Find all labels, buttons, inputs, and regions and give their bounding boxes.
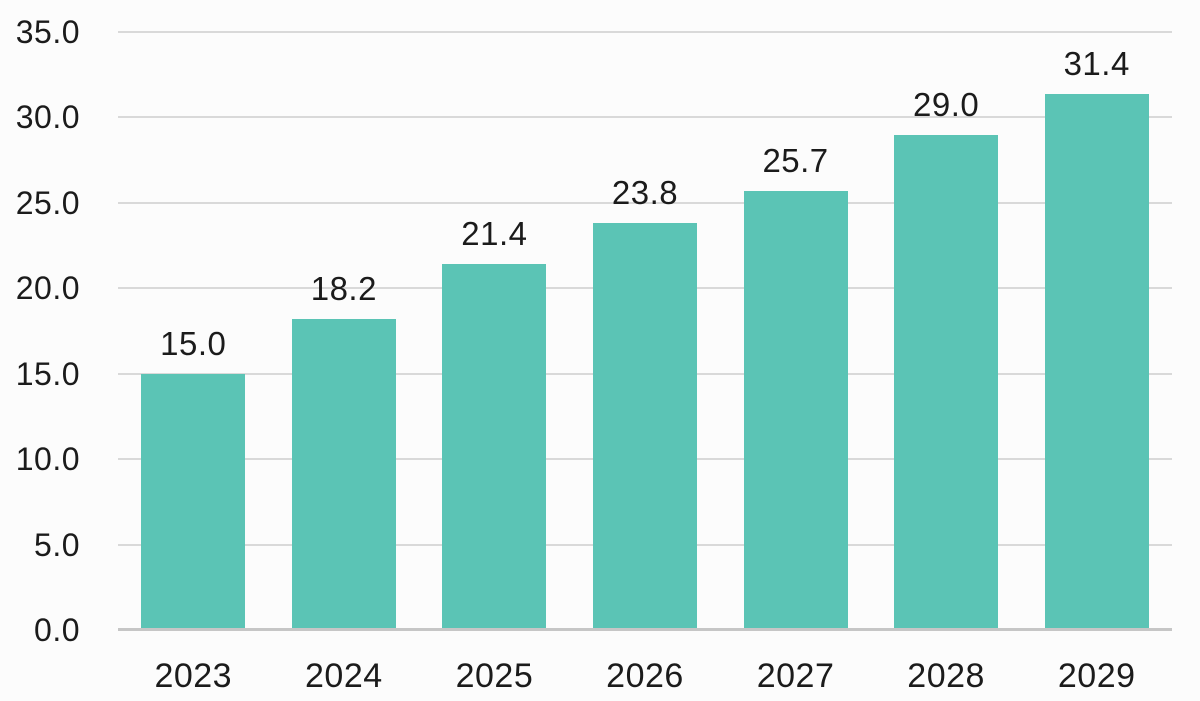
bar-2028: [894, 134, 999, 630]
bar-value-label: 18.2: [310, 270, 377, 308]
bar-value-label: 29.0: [913, 85, 980, 123]
x-tick-label: 2026: [606, 657, 684, 695]
plot-area: 15.0 18.2 21.4 23.8 25.7 29.0 31.4: [118, 31, 1172, 631]
bar-2024: [291, 319, 396, 630]
y-tick-label: 5.0: [34, 526, 80, 563]
y-tick-label: 20.0: [15, 270, 80, 307]
bar-2027: [743, 190, 848, 630]
y-tick-label: 25.0: [15, 184, 80, 221]
x-tick-label: 2029: [1057, 657, 1136, 695]
y-tick-label: 0.0: [34, 612, 80, 648]
y-tick-label: 15.0: [15, 355, 80, 392]
x-axis: 2023 2024 2025 2026 2027 2028 2029: [118, 630, 1172, 701]
y-tick-label: 10.0: [15, 441, 80, 478]
x-tick-label: 2025: [455, 657, 534, 695]
bar-2029: [1044, 93, 1149, 630]
bar-2026: [593, 223, 697, 630]
bar-value-label: 21.4: [461, 215, 528, 253]
x-tick-label: 2024: [305, 657, 383, 695]
x-axis-line: [118, 628, 1172, 631]
x-tick-label: 2023: [154, 657, 233, 695]
bar-value-label: 23.8: [611, 174, 679, 212]
bar-value-label: 25.7: [762, 141, 829, 179]
gridline-y-25.0: [118, 201, 1172, 204]
x-tick-label: 2028: [907, 657, 985, 695]
y-axis: 0.0 5.0 10.0 15.0 20.0 25.0 30.0 35.0: [0, 0, 80, 701]
bar-value-label: 31.4: [1063, 44, 1130, 82]
x-tick-label: 2027: [756, 657, 835, 695]
y-tick-label: 30.0: [15, 99, 80, 136]
gridline-y-35.0: [118, 31, 1172, 33]
y-tick-label: 35.0: [15, 14, 80, 50]
bar-value-label: 15.0: [160, 324, 227, 362]
gridline-y-30.0: [118, 116, 1172, 119]
bar-2023: [141, 373, 246, 630]
bar-2025: [442, 264, 547, 630]
